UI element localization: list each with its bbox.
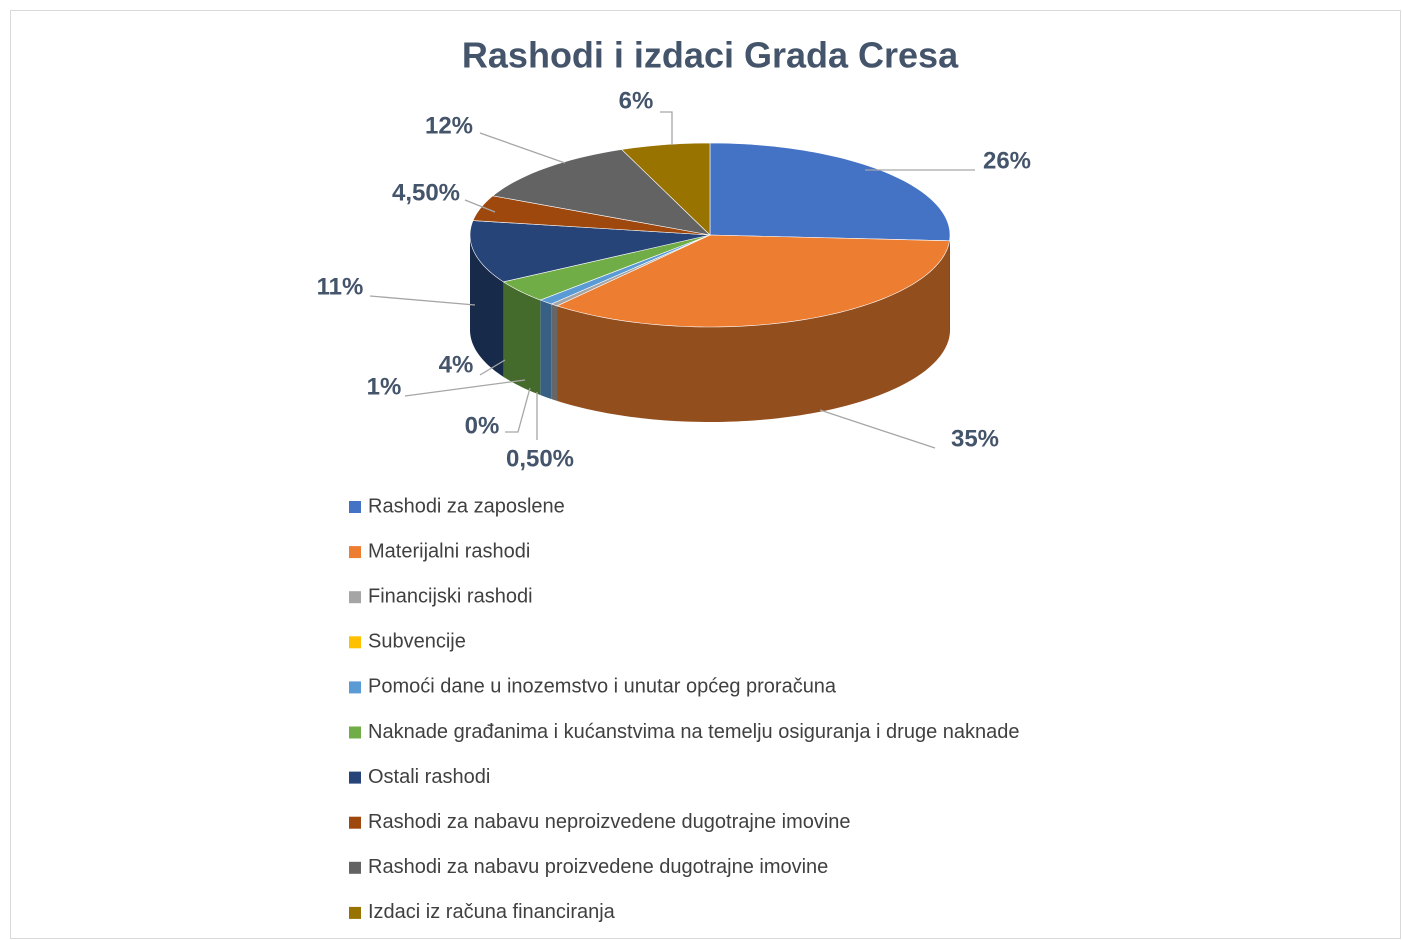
legend-swatch xyxy=(349,501,361,513)
legend-swatch xyxy=(349,816,361,829)
legend-label: Financijski rashodi xyxy=(368,585,533,607)
leader-line xyxy=(479,359,506,376)
leader-line xyxy=(479,132,566,164)
legend-label: Izdaci iz računa financiranja xyxy=(368,901,616,923)
pie-slice xyxy=(502,234,711,301)
legend-label: Naknade građanima i kućanstvima na temel… xyxy=(368,721,1020,743)
legend-swatch xyxy=(349,906,361,919)
legend-swatch xyxy=(349,771,361,784)
pie-slice xyxy=(556,234,950,328)
data-label: 4,50% xyxy=(392,179,460,206)
leader-line xyxy=(404,379,526,397)
legend-swatch xyxy=(349,726,361,739)
leader-line xyxy=(660,111,673,145)
pie-slice-side xyxy=(557,240,950,422)
data-label: 26% xyxy=(983,147,1031,174)
pie-slice xyxy=(621,142,711,236)
legend-label: Materijalni rashodi xyxy=(368,540,530,562)
pie-walls xyxy=(470,235,950,422)
legend-swatch xyxy=(349,861,361,874)
data-label: 11% xyxy=(317,273,364,300)
data-label: 12% xyxy=(425,112,473,139)
leader-line xyxy=(369,295,476,306)
data-label: 0% xyxy=(465,412,500,439)
pie-slice-side xyxy=(470,235,504,377)
pie-slice-side xyxy=(503,281,541,396)
legend-label: Ostali rashodi xyxy=(368,766,490,788)
data-label: 0,50% xyxy=(506,445,574,472)
data-labels: 26% 35% 0,50%0% 1% 4% 11% 4,50% 12% 6% xyxy=(317,87,1031,472)
legend-label: Rashodi za zaposlene xyxy=(368,495,565,517)
data-label: 6% xyxy=(619,87,654,114)
pie-slice xyxy=(709,142,951,242)
legend: Rashodi za zaposlene Materijalni rashodi F… xyxy=(349,495,1020,923)
chart-title: Rashodi i izdaci Grada Cresa xyxy=(462,35,959,76)
pie-slice-side xyxy=(540,300,552,400)
leader-line xyxy=(505,387,531,433)
data-label: 4% xyxy=(439,351,474,378)
legend-label: Pomoći dane u inozemstvo i unutar općeg … xyxy=(368,676,837,698)
leader-line xyxy=(819,409,936,449)
legend-swatch xyxy=(349,546,361,559)
legend-label: Rashodi za nabavu proizvedene dugotrajne… xyxy=(368,856,828,878)
leader-line xyxy=(464,199,496,213)
legend-label: Subvencije xyxy=(368,631,466,653)
pie-slice xyxy=(492,149,711,236)
legend-label: Rashodi za nabavu neproizvedene dugotraj… xyxy=(368,811,851,833)
data-label: 1% xyxy=(367,373,402,400)
pie-slice xyxy=(469,220,711,283)
legend-swatch xyxy=(349,681,361,694)
legend-swatch xyxy=(349,636,361,649)
pie-slice-side xyxy=(551,304,558,401)
data-label: 35% xyxy=(951,425,999,452)
pie-tops xyxy=(469,142,951,328)
chart-border xyxy=(10,10,1401,939)
legend-swatch xyxy=(349,591,361,604)
pie-slice xyxy=(472,195,711,236)
